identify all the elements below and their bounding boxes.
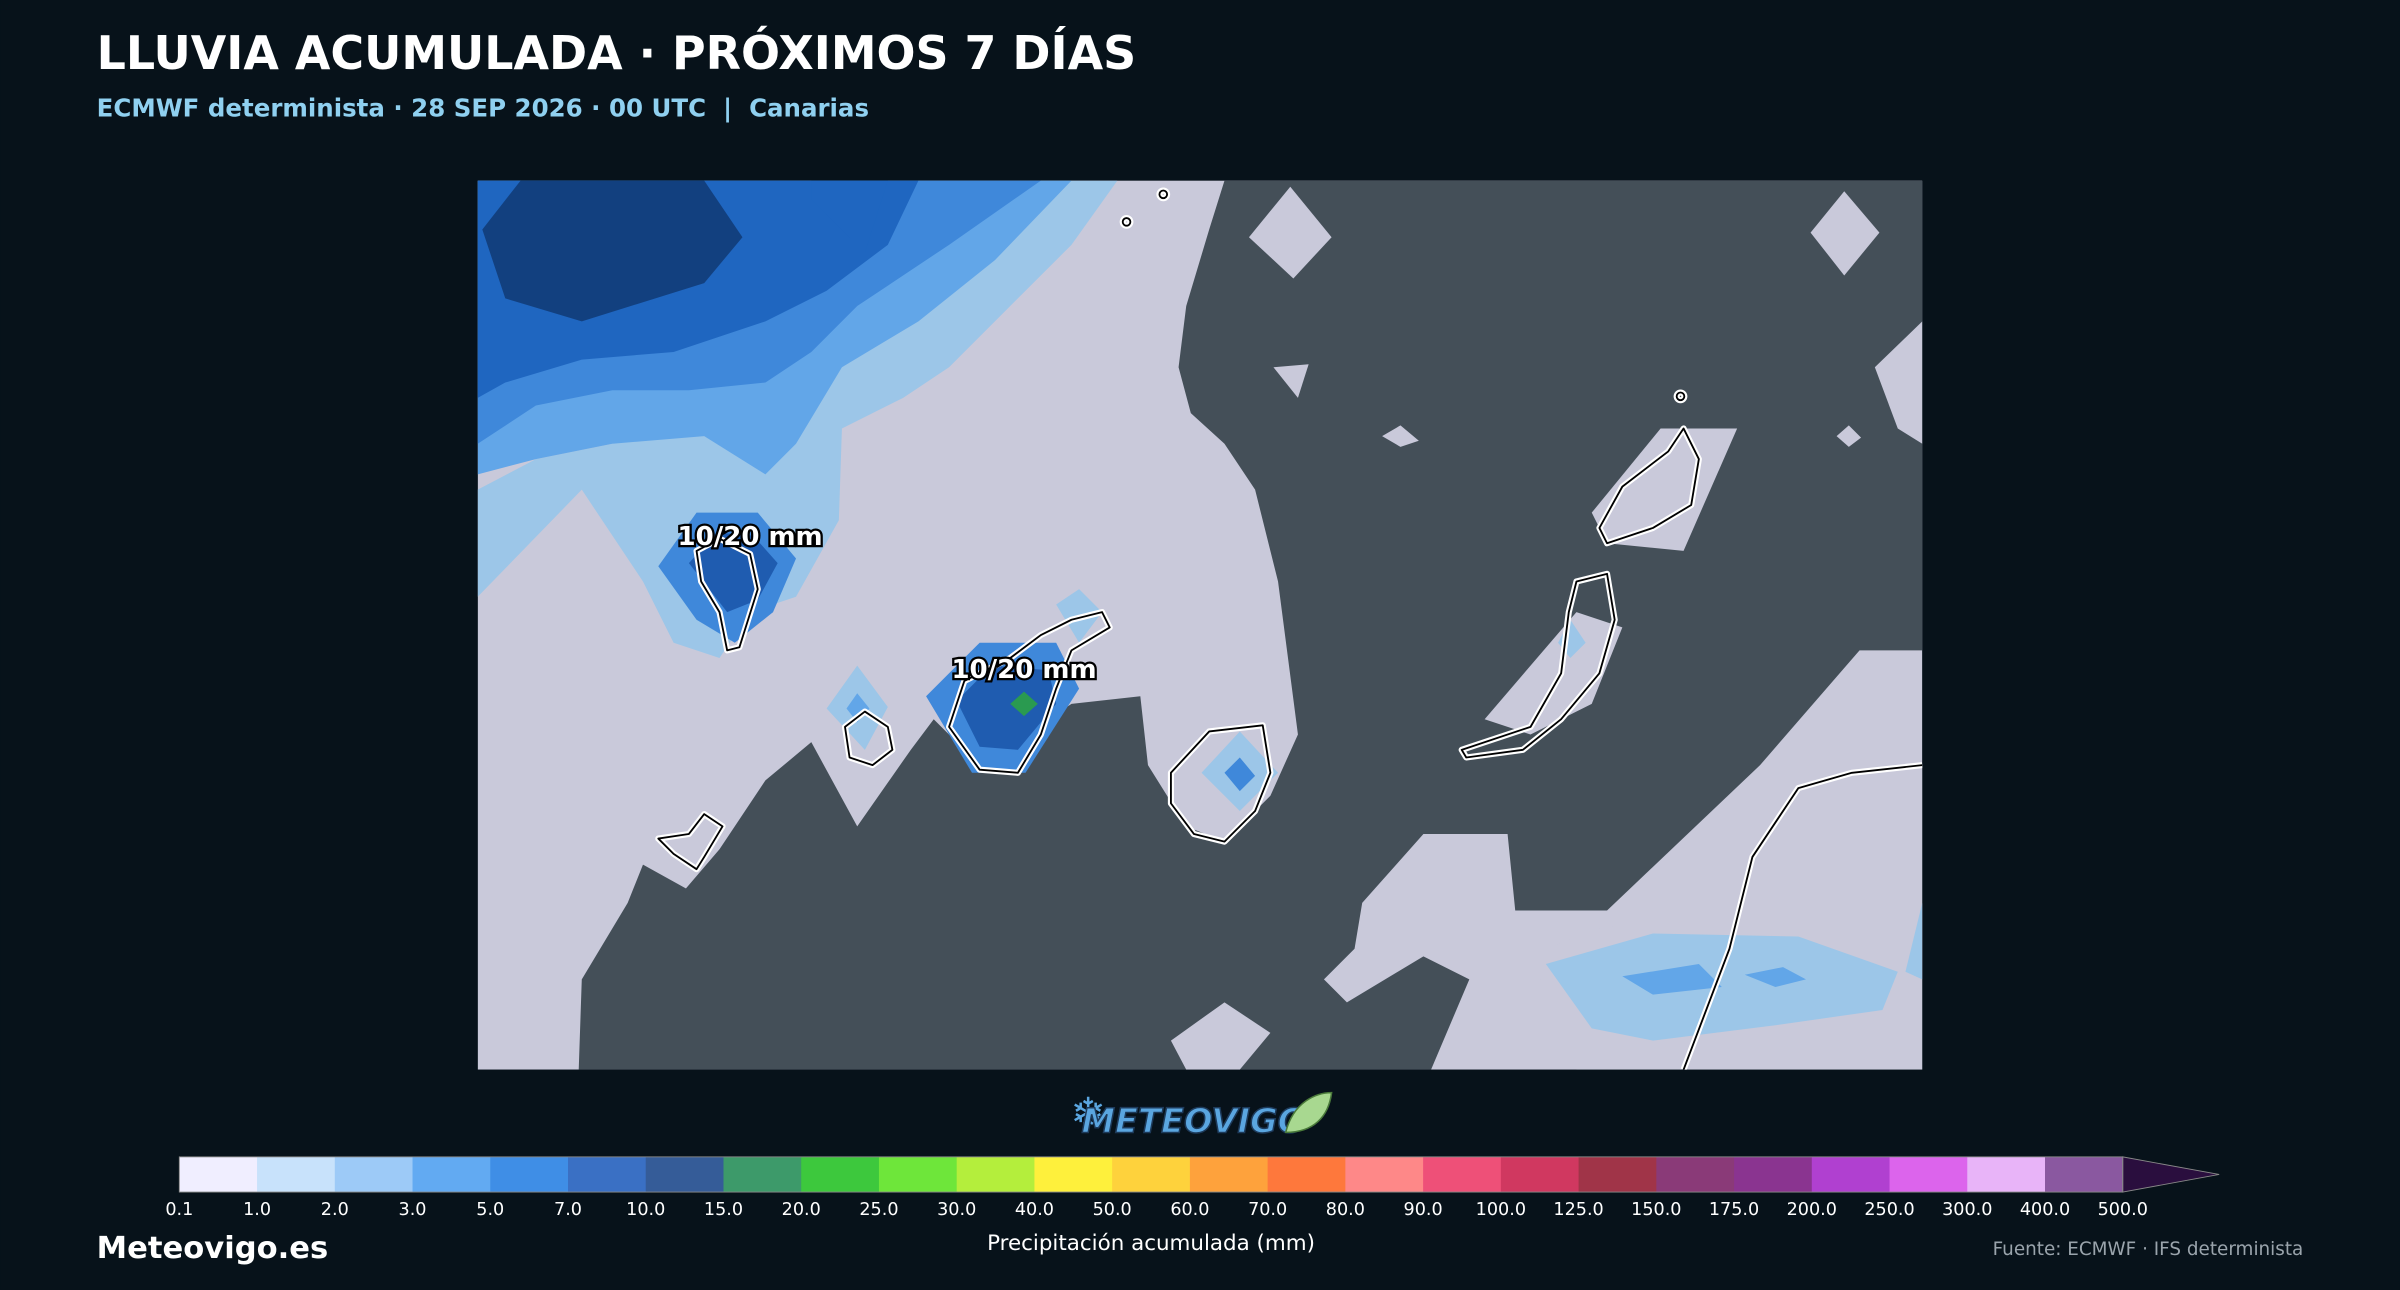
annotation: 10/20 mm: [678, 522, 823, 552]
colorbar-tick-label: 125.0: [1553, 1200, 1603, 1220]
subtitle: ECMWF determinista · 28 SEP 2026 · 00 UT…: [97, 93, 869, 122]
colorbar-segment: [1734, 1156, 1813, 1193]
svg-text:❄: ❄: [1070, 1089, 1106, 1139]
colorbar-tick-label: 150.0: [1631, 1200, 1681, 1220]
colorbar-segment: [1189, 1156, 1269, 1193]
site-name: Meteovigo.es: [97, 1231, 329, 1266]
colorbar-segment: [1267, 1156, 1346, 1193]
colorbar-frame: [178, 1156, 2124, 1193]
colorbar-segment: [645, 1156, 724, 1193]
colorbar-tick-label: 40.0: [1015, 1200, 1054, 1220]
colorbar-tick-label: 250.0: [1864, 1200, 1914, 1220]
colorbar-segment: [1345, 1156, 1424, 1193]
colorbar-tick-label: 60.0: [1170, 1200, 1209, 1220]
colorbar-tick-label: 20.0: [782, 1200, 821, 1220]
colorbar-segment: [412, 1156, 491, 1193]
colorbar-segment: [179, 1156, 258, 1193]
map: 10/20 mm 10/20 mm: [477, 180, 1923, 1070]
colorbar-segment: [801, 1156, 880, 1193]
colorbar-tick-label: 3.0: [399, 1200, 427, 1220]
colorbar-segment: [1967, 1156, 2046, 1193]
colorbar-segment: [490, 1156, 569, 1193]
colorbar-segment: [956, 1156, 1035, 1193]
rain-areas: [477, 180, 1923, 1041]
colorbar-tick-label: 2.0: [321, 1200, 349, 1220]
colorbar-segment: [1500, 1156, 1580, 1193]
title: LLUVIA ACUMULADA · PRÓXIMOS 7 DÍAS: [97, 26, 1137, 80]
annotation: 10/20 mm: [951, 655, 1096, 685]
colorbar-segment: [723, 1156, 802, 1193]
colorbar-segment: [257, 1156, 336, 1193]
logo-text: METEOVIGO: [1082, 1101, 1307, 1140]
colorbar-tick-label: 5.0: [476, 1200, 504, 1220]
colorbar-tick-label: 30.0: [937, 1200, 976, 1220]
colorbar-segment: [1578, 1156, 1657, 1193]
colorbar-tick-label: 10.0: [626, 1200, 665, 1220]
colorbar-tick-label: 100.0: [1476, 1200, 1526, 1220]
colorbar-tick-label: 1.0: [243, 1200, 271, 1220]
colorbar-tick-label: 70.0: [1248, 1200, 1287, 1220]
colorbar-tick-label: 0.1: [165, 1200, 193, 1220]
colorbar-segment: [1656, 1156, 1735, 1193]
logo: ❄ METEOVIGO: [1070, 1089, 1333, 1141]
dry-area: [578, 180, 1923, 1070]
colorbar-tick-label: 15.0: [704, 1200, 743, 1220]
colorbar-tick-label: 25.0: [859, 1200, 898, 1220]
colorbar-segment: [568, 1156, 647, 1193]
colorbar-segment: [1112, 1156, 1191, 1193]
colorbar-label: Precipitación acumulada (mm): [987, 1231, 1315, 1256]
colorbar-tick-label: 400.0: [2020, 1200, 2070, 1220]
colorbar-segment: [1423, 1156, 1502, 1193]
source: Fuente: ECMWF · IFS determinista: [1993, 1239, 2304, 1260]
colorbar-segment: [1034, 1156, 1113, 1193]
colorbar-tick-label: 50.0: [1093, 1200, 1132, 1220]
colorbar-tick-label: 300.0: [1942, 1200, 1992, 1220]
colorbar: 0.1 1.0 2.0 3.0 5.0 7.0 10.0 15.0 20.0 25.0 30.0 40…: [165, 1156, 2220, 1220]
colorbar-tick-label: 7.0: [554, 1200, 582, 1220]
coastlines: [655, 187, 1923, 1070]
colorbar-segment: [1811, 1156, 1890, 1193]
colorbar-tick-label: 175.0: [1709, 1200, 1759, 1220]
colorbar-segment: [2045, 1156, 2124, 1193]
colorbar-segment: [1889, 1156, 1968, 1193]
colorbar-tick-label: 500.0: [2098, 1200, 2148, 1220]
colorbar-tick-label: 80.0: [1326, 1200, 1365, 1220]
colorbar-segment: [878, 1156, 958, 1193]
colorbar-segment: [334, 1156, 413, 1193]
colorbar-tick-label: 200.0: [1787, 1200, 1837, 1220]
colorbar-tick-label: 90.0: [1404, 1200, 1443, 1220]
